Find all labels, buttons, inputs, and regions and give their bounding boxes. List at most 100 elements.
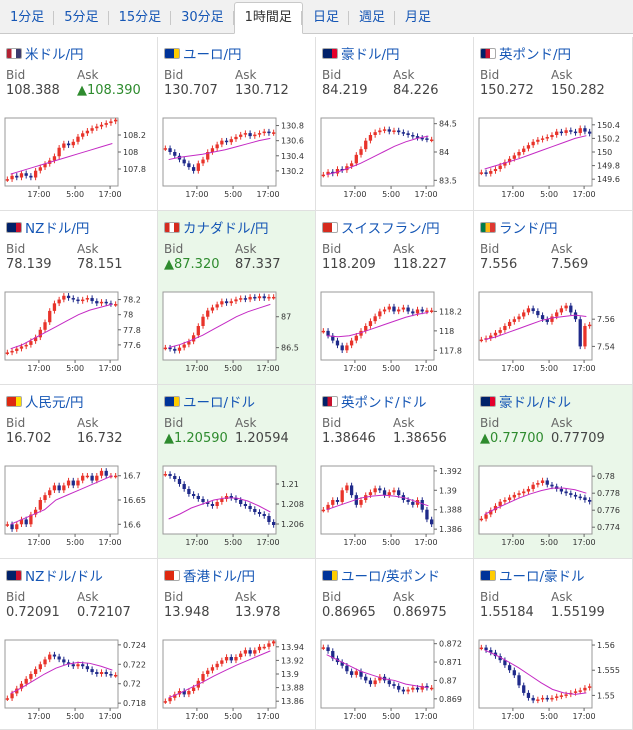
pair-card[interactable]: ユーロ/英ポンド Bid Ask 0.86965 0.86975 0.872 0.871 0.… [316,559,474,730]
x-tick-label: 5:00 [224,364,242,373]
candle-body [62,295,66,300]
mini-chart[interactable]: 0.78 0.778 0.776 0.774 17:00 5:00 17:00 [477,464,627,554]
tab-5[interactable]: 日足 [303,3,349,33]
candle-body [420,137,424,140]
pair-name[interactable]: 人民元/円 [25,395,84,411]
ca-flag-icon [164,221,180,233]
moving-average-line [326,654,429,689]
pair-name[interactable]: ランド/円 [499,221,558,237]
candle-body [99,672,104,674]
mini-chart[interactable]: 16.7 16.65 16.6 17:00 5:00 17:00 [3,464,153,554]
mini-chart[interactable]: 150.4 150.2 150 149.8 149.6 17:00 5:00 17:00 [477,116,627,206]
mini-chart[interactable]: 87 86.5 17:00 5:00 17:00 [161,290,311,380]
pair-card[interactable]: ユーロ/円 Bid Ask 130.707 130.712 130.8 130.6 130.4… [158,37,316,211]
mini-chart[interactable]: 1.56 1.555 1.55 17:00 5:00 17:00 [477,638,627,728]
pair-title[interactable]: ランド/円 [480,217,558,237]
pair-name[interactable]: 米ドル/円 [25,47,84,63]
pair-card[interactable]: 香港ドル/円 Bid Ask 13.948 13.978 13.94 13.92 13.9 13… [158,559,316,730]
candle-body [38,329,42,338]
pair-title[interactable]: 英ポンド/円 [480,43,571,63]
mini-chart[interactable]: 118.2 118 117.8 17:00 5:00 17:00 [319,290,469,380]
pair-card[interactable]: スイスフラン/円 Bid Ask 118.209 118.227 118.2 118 117.… [316,211,474,385]
pair-title[interactable]: 豪ドル/ドル [480,391,571,411]
pair-name[interactable]: ユーロ/英ポンド [341,569,441,585]
x-tick-label: 17:00 [99,364,122,373]
candle-body [62,659,66,663]
mini-chart[interactable]: 1.21 1.208 1.206 17:00 5:00 17:00 [161,464,311,554]
pair-card[interactable]: ユーロ/豪ドル Bid Ask 1.55184 1.55199 1.56 1.555 1.55… [474,559,633,730]
pair-card[interactable]: 豪ドル/ドル Bid Ask ▲0.77700 0.77709 0.78 0.778 0.77… [474,385,633,559]
pair-title[interactable]: NZドル/ドル [6,565,103,585]
mini-chart[interactable]: 13.94 13.92 13.9 13.88 13.86 17:00 5:00 17:00 [161,638,311,728]
mini-chart[interactable]: 0.872 0.871 0.87 0.869 17:00 5:00 17:00 [319,638,469,728]
mini-chart[interactable]: 0.724 0.722 0.72 0.718 17:00 5:00 17:00 [3,638,153,728]
pair-card[interactable]: カナダドル/円 Bid Ask ▲87.320 87.337 87 86.5 17:00 5:0… [158,211,316,385]
pair-card[interactable]: ユーロ/ドル Bid Ask ▲1.20590 1.20594 1.21 1.208 1.20… [158,385,316,559]
tab-0[interactable]: 1分足 [0,3,55,33]
pair-name[interactable]: カナダドル/円 [183,221,269,237]
pair-title[interactable]: ユーロ/英ポンド [322,565,440,585]
pair-name[interactable]: 豪ドル/ドル [499,395,572,411]
tab-6[interactable]: 週足 [349,3,395,33]
candle-body [220,660,224,664]
mini-chart[interactable]: 130.8 130.6 130.4 130.2 17:00 5:00 17:00 [161,116,311,206]
plot-area [320,639,435,709]
candle-body [104,470,108,476]
pair-title[interactable]: 英ポンド/ドル [322,391,427,411]
pair-title[interactable]: 米ドル/円 [6,43,84,63]
pair-card[interactable]: NZドル/円 Bid Ask 78.139 78.151 78.2 78 77.8 77.6 17… [0,211,158,385]
pair-title[interactable]: 香港ドル/円 [164,565,255,585]
pair-card[interactable]: 豪ドル/円 Bid Ask 84.219 84.226 84.5 84 83.5 17:00 5:… [316,37,474,211]
pair-title[interactable]: スイスフラン/円 [322,217,440,237]
candle-body [24,173,28,176]
pair-title[interactable]: ユーロ/豪ドル [480,565,585,585]
pair-name[interactable]: NZドル/ドル [25,569,103,585]
candle-body [359,330,363,336]
pair-title[interactable]: 豪ドル/円 [322,43,400,63]
mini-chart[interactable]: 78.2 78 77.8 77.6 17:00 5:00 17:00 [3,290,153,380]
pair-name[interactable]: 英ポンド/円 [499,47,572,63]
pair-card[interactable]: NZドル/ドル Bid Ask 0.72091 0.72107 0.724 0.722 0.7… [0,559,158,730]
candle-body [545,137,549,139]
pair-name[interactable]: 豪ドル/円 [341,47,400,63]
pair-title[interactable]: カナダドル/円 [164,217,269,237]
mini-chart[interactable]: 108.2 108 107.8 17:00 5:00 17:00 [3,116,153,206]
pair-card[interactable]: 米ドル/円 Bid Ask 108.388 ▲108.390 108.2 108 107.8 1… [0,37,158,211]
tab-2[interactable]: 15分足 [109,3,172,33]
candle-body [512,494,516,498]
pair-name[interactable]: ユーロ/豪ドル [499,569,585,585]
moving-average-line [326,311,429,338]
pair-title[interactable]: NZドル/円 [6,217,89,237]
candle-body [76,136,80,142]
pair-name[interactable]: 香港ドル/円 [183,569,256,585]
plot-area [320,291,435,361]
pair-card[interactable]: 人民元/円 Bid Ask 16.702 16.732 16.7 16.65 16.6 17:0… [0,385,158,559]
ask-value: 118.227 [393,257,447,272]
x-tick-label: 5:00 [224,538,242,547]
tab-1[interactable]: 5分足 [54,3,109,33]
pair-card[interactable]: ランド/円 Bid Ask 7.556 7.569 7.56 7.54 17:00 5:00 17… [474,211,633,385]
candle-body [578,496,582,499]
candle-body [187,163,191,168]
pair-name[interactable]: スイスフラン/円 [341,221,440,237]
pair-name[interactable]: ユーロ/円 [183,47,242,63]
pair-name[interactable]: 英ポンド/ドル [341,395,427,411]
candle-body [522,491,526,494]
mini-chart[interactable]: 7.56 7.54 17:00 5:00 17:00 [477,290,627,380]
x-tick-label: 17:00 [343,538,366,547]
pair-card[interactable]: 英ポンド/ドル Bid Ask 1.38646 1.38656 1.392 1.39 1.38… [316,385,474,559]
tab-3[interactable]: 30分足 [171,3,234,33]
pair-title[interactable]: ユーロ/円 [164,43,242,63]
pair-title[interactable]: 人民元/円 [6,391,84,411]
mini-chart[interactable]: 84.5 84 83.5 17:00 5:00 17:00 [319,116,469,206]
tab-4[interactable]: 1時間足 [233,2,303,34]
pair-name[interactable]: ユーロ/ドル [183,395,256,411]
pair-name[interactable]: NZドル/円 [25,221,90,237]
candle-body [24,344,28,347]
pair-title[interactable]: ユーロ/ドル [164,391,255,411]
tab-7[interactable]: 月足 [404,10,431,25]
candle-body [326,171,330,175]
pair-card[interactable]: 英ポンド/円 Bid Ask 150.272 150.282 150.4 150.2 150 1… [474,37,633,211]
mini-chart[interactable]: 1.392 1.39 1.388 1.386 17:00 5:00 17:00 [319,464,469,554]
